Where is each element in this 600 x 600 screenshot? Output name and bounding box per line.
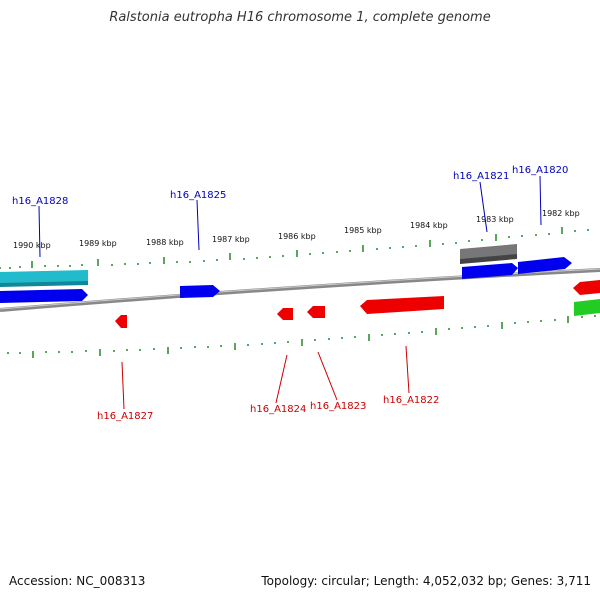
gene-arrow-h16_A1825[interactable]: [180, 285, 220, 298]
gene-arrow-red-right[interactable]: [573, 280, 600, 295]
gene-arrow-h16_A1820[interactable]: [518, 257, 572, 274]
kbp-label: 1989 kbp: [79, 239, 117, 248]
gene-arrow-green[interactable]: [574, 299, 600, 316]
gene-arrow-cyan-shade: [0, 281, 88, 287]
gene-arrow-gray-shade: [460, 254, 517, 264]
label-leader-lines: [38, 175, 542, 410]
gene-arrow-h16_A1824[interactable]: [277, 308, 293, 320]
map-title: Ralstonia eutropha H16 chromosome 1, com…: [109, 10, 491, 25]
genome-backbone-highlight: [0, 268, 600, 310]
gene-label-reverse[interactable]: h16_A1827: [97, 411, 153, 422]
genome-backbone: [0, 268, 600, 312]
kbp-label: 1988 kbp: [146, 238, 184, 247]
gene-label-forward[interactable]: h16_A1825: [170, 190, 226, 201]
gene-arrow-h16_A1821[interactable]: [462, 263, 518, 279]
genome-summary-text: Topology: circular; Length: 4,052,032 bp…: [261, 574, 591, 588]
gene-label-reverse[interactable]: h16_A1823: [310, 401, 366, 412]
kbp-label: 1982 kbp: [542, 209, 580, 218]
upper-tick-track: [0, 227, 589, 269]
gene-arrow-h16_A1823[interactable]: [307, 306, 325, 318]
accession-text: Accession: NC_008313: [9, 574, 146, 588]
gene-arrow-h16_A1827[interactable]: [115, 315, 127, 328]
gene-arrow-h16_A1822[interactable]: [360, 296, 444, 314]
gene-label-forward[interactable]: h16_A1821: [453, 171, 509, 182]
kbp-label: 1986 kbp: [278, 232, 316, 241]
gene-arrow-cyan[interactable]: [0, 270, 88, 285]
lower-tick-track: [7, 315, 596, 358]
gene-label-forward[interactable]: h16_A1828: [12, 196, 68, 207]
kbp-label: 1983 kbp: [476, 215, 514, 224]
kbp-label: 1984 kbp: [410, 221, 448, 230]
kbp-label: 1987 kbp: [212, 235, 250, 244]
gene-label-reverse[interactable]: h16_A1822: [383, 395, 439, 406]
gene-label-forward[interactable]: h16_A1820: [512, 165, 568, 176]
gene-label-reverse[interactable]: h16_A1824: [250, 404, 306, 415]
kbp-label: 1990 kbp: [13, 241, 51, 250]
kbp-label: 1985 kbp: [344, 226, 382, 235]
gene-arrow-h16_A1828[interactable]: [0, 289, 88, 303]
